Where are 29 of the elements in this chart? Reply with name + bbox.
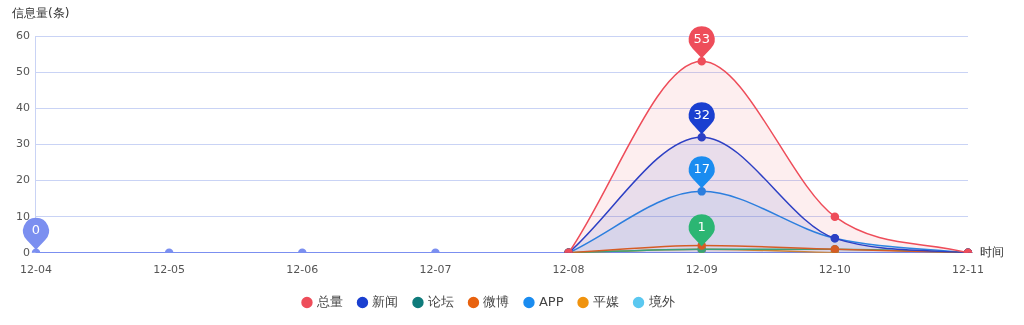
legend-label: 境外	[647, 293, 675, 309]
data-label: 0	[31, 222, 41, 238]
x-tick-label: 12-11	[952, 263, 984, 277]
x-tick-label: 12-08	[552, 263, 585, 277]
y-tick-label: 10	[16, 209, 30, 223]
legend-label: 平媒	[593, 293, 620, 309]
legend-label: 总量	[315, 293, 343, 309]
y-axis-title: 信息量(条)	[12, 6, 70, 21]
x-tick-label: 12-06	[286, 263, 319, 277]
y-tick-label: 30	[16, 137, 30, 151]
data-label: 32	[693, 106, 710, 122]
x-tick-label: 12-09	[685, 263, 718, 277]
data-label: 17	[693, 160, 710, 176]
legend-label: 论坛	[427, 293, 454, 309]
x-tick-label: 12-05	[153, 263, 186, 277]
data-label: 1	[697, 218, 706, 234]
x-axis-title: 时间	[980, 244, 1004, 259]
x-tick-label: 12-04	[20, 263, 52, 277]
legend-label: 微博	[483, 293, 510, 309]
legend-label: APP	[538, 293, 564, 309]
data-label: 53	[693, 30, 710, 46]
y-tick-label: 40	[16, 101, 30, 115]
x-tick-label: 12-07	[419, 263, 452, 277]
y-tick-label: 50	[16, 64, 30, 78]
x-tick-label: 12-10	[818, 263, 851, 277]
y-tick-label: 20	[16, 173, 30, 187]
y-tick-label: 60	[16, 28, 30, 42]
y-tick-label: 0	[23, 245, 30, 259]
legend-label: 新闻	[372, 293, 399, 309]
